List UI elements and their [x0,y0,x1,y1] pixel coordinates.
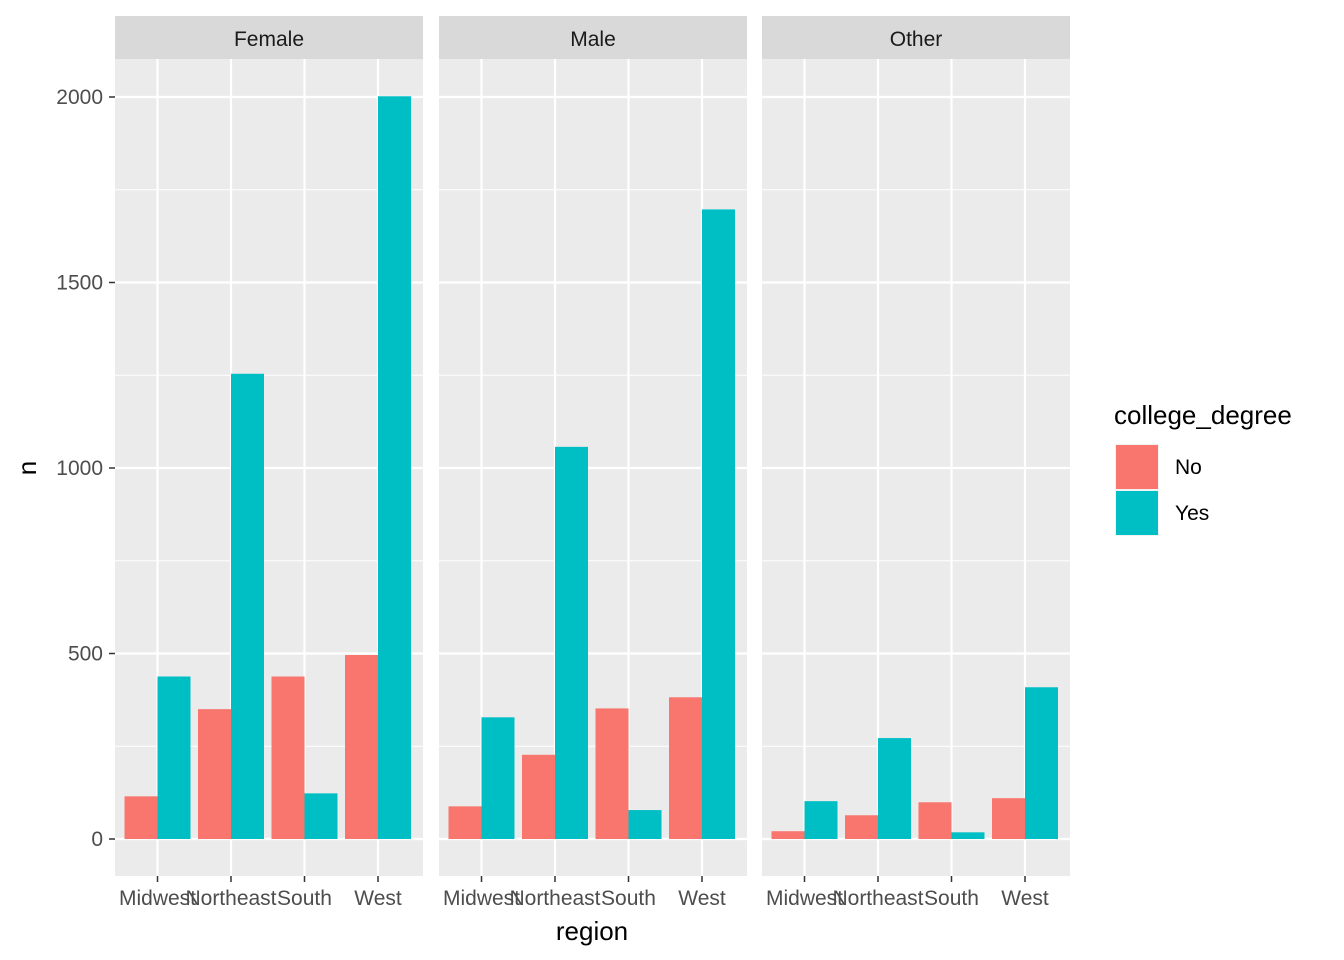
legend-label-no: No [1175,456,1202,479]
bar-male-south-yes [628,810,662,839]
facet-strip-label: Male [570,28,616,51]
x-tick-label: West [1001,887,1049,910]
y-tick-label: 0 [91,828,103,851]
y-tick-label: 2000 [56,86,103,109]
bar-other-midwest-no [771,831,805,839]
bar-male-midwest-no [448,806,482,839]
facet-strip [115,16,423,59]
x-tick-label: Northeast [509,887,600,910]
x-tick-label: Midwest [443,887,520,910]
bar-female-northeast-yes [231,373,264,839]
bar-female-south-yes [304,793,338,839]
bar-other-west-yes [1025,687,1058,839]
bar-female-west-no [345,654,378,839]
bar-male-west-yes [702,209,735,840]
y-tick-label: 1000 [56,457,103,480]
legend-key-yes [1116,491,1158,535]
legend-title: college_degree [1114,400,1292,430]
bar-male-northeast-yes [555,446,588,839]
x-tick-label: Northeast [832,887,923,910]
bar-other-northeast-no [845,815,878,839]
facet-strip-label: Female [234,28,304,51]
bar-male-midwest-yes [481,717,515,839]
bar-female-midwest-no [124,796,158,839]
facet-strip-label: Other [890,28,943,51]
y-axis-title: n [12,461,42,475]
facet-strip [439,16,747,59]
legend-label-yes: Yes [1175,502,1209,525]
x-tick-label: South [601,887,656,910]
bar-male-west-no [669,697,702,839]
x-axis-title: region [556,916,628,946]
bar-other-midwest-yes [804,801,838,839]
bar-other-west-no [992,798,1025,839]
bar-other-south-yes [951,832,985,839]
y-tick-label: 500 [68,643,103,666]
y-tick-label: 1500 [56,272,103,295]
x-tick-label: West [354,887,402,910]
facet-strip [762,16,1070,59]
bar-female-south-no [271,676,305,839]
x-tick-label: South [277,887,332,910]
legend-key-no [1116,445,1158,489]
bar-female-northeast-no [198,709,231,839]
bar-female-west-yes [378,96,411,840]
bar-female-midwest-yes [157,676,191,839]
bar-male-south-no [595,708,629,839]
y-axis: 0 500 1000 1500 2000 [56,86,115,851]
legend: college_degree No Yes [1114,400,1292,536]
x-tick-label: South [924,887,979,910]
bar-other-south-no [918,802,952,839]
x-tick-label: Midwest [119,887,196,910]
bar-male-northeast-no [522,754,555,839]
bar-other-northeast-yes [878,738,911,839]
x-tick-label: West [678,887,726,910]
x-tick-label: Midwest [766,887,843,910]
x-tick-label: Northeast [185,887,276,910]
